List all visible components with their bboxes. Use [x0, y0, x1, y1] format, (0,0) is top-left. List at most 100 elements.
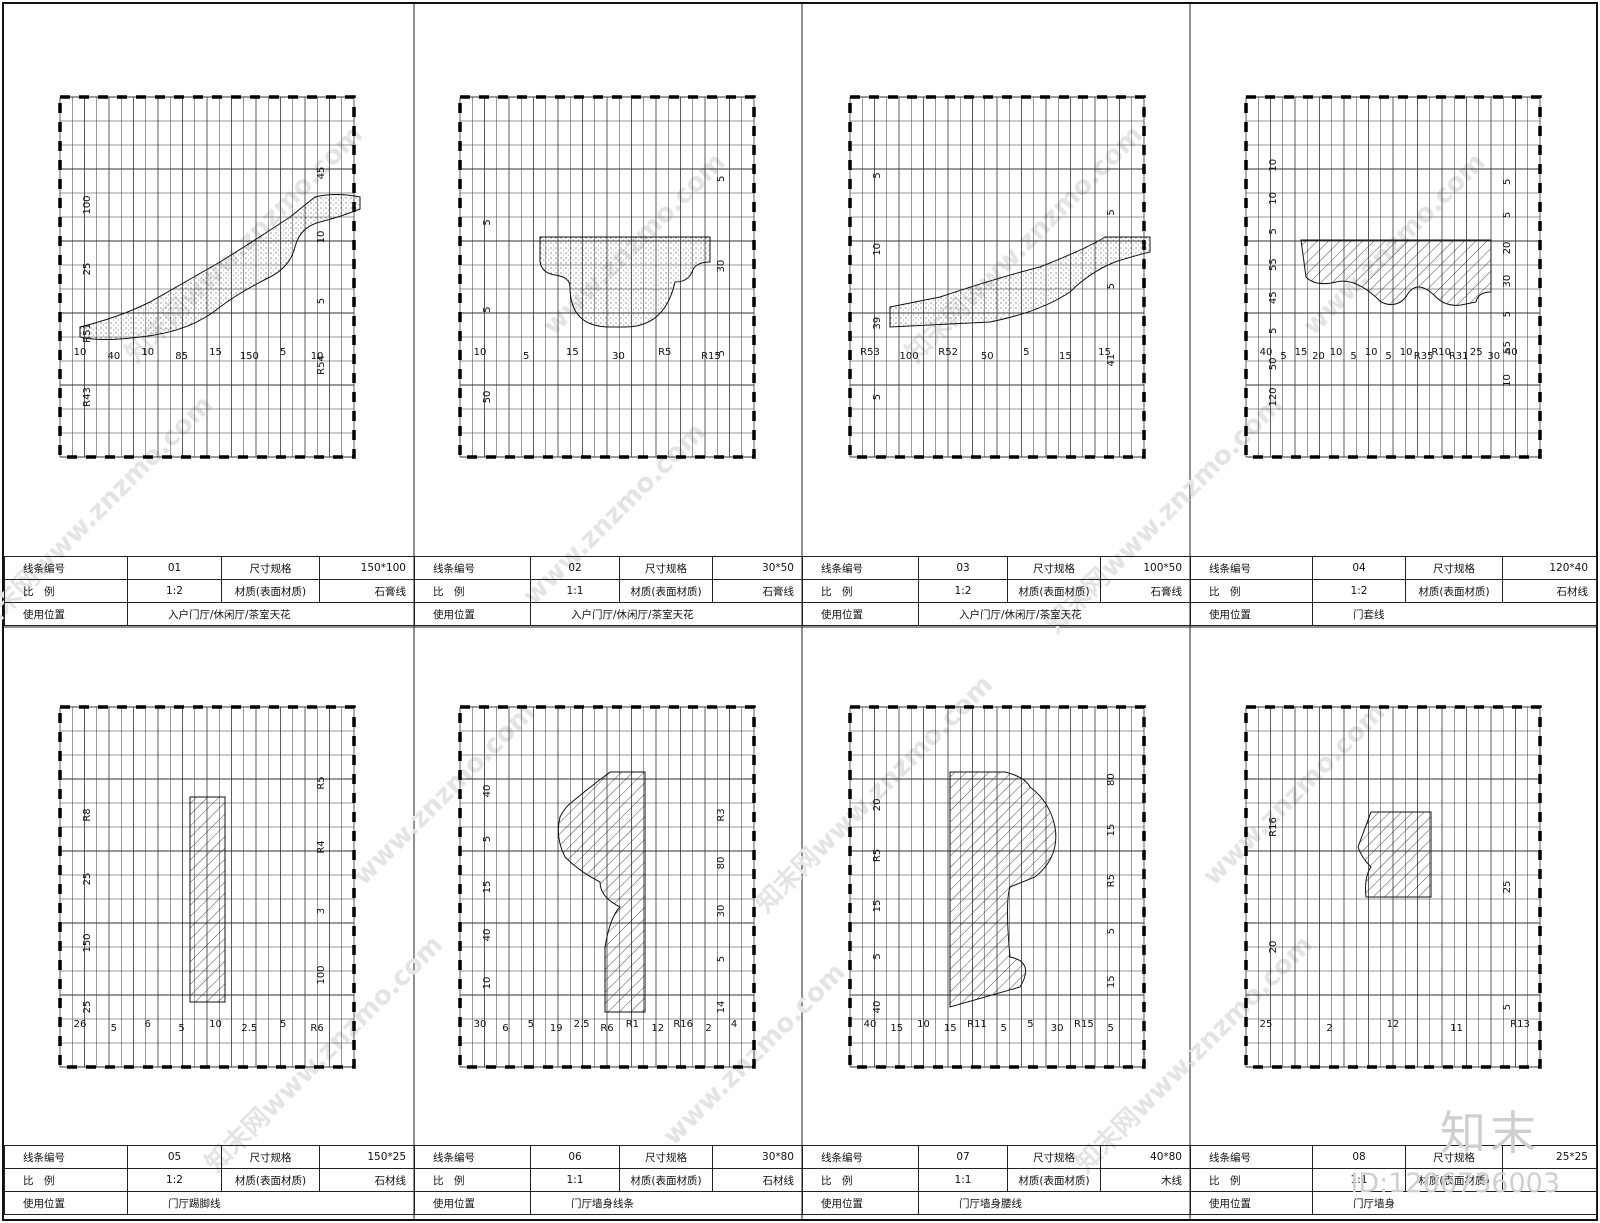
- dimension-label: 10: [1365, 347, 1378, 358]
- size-value: 120*40: [1502, 556, 1597, 580]
- dimension-label: 5: [528, 1019, 534, 1030]
- code-value: 06: [530, 1145, 620, 1169]
- grid-dashed-border: [58, 705, 356, 1069]
- dimension-label: 15: [1106, 824, 1117, 837]
- dimension-label: R31: [1449, 351, 1469, 362]
- size-label: 尺寸规格: [1405, 556, 1503, 580]
- dimension-label: 15: [890, 1023, 903, 1034]
- scale-value: 1:2: [127, 579, 222, 603]
- dimension-label: 30: [1051, 1023, 1064, 1034]
- code-label: 线条编号: [802, 1145, 919, 1169]
- dimension-label: 25: [82, 1001, 93, 1014]
- material-label: 材质(表面材质): [1007, 1168, 1101, 1192]
- dimension-label: 40: [1505, 347, 1518, 358]
- profile-shape: [949, 771, 1057, 1008]
- material-value: 石膏线: [1100, 579, 1191, 603]
- dimension-label: 15: [1106, 975, 1117, 988]
- code-value: 07: [918, 1145, 1008, 1169]
- profile-shape: [539, 236, 711, 328]
- dimension-label: 26: [74, 1019, 87, 1030]
- dimension-label: 80: [716, 857, 727, 870]
- dimension-label: 5: [1000, 1023, 1006, 1034]
- dimension-label: 5: [1106, 283, 1117, 289]
- profile-panel-06: 30 6 5 19 2.5 R6 R1 12 R16 2 4 40 R3 5 80 15 30 40 5 10 14 线条…: [414, 628, 803, 1219]
- dimension-label: 25: [1502, 881, 1513, 894]
- scale-value: 1:1: [530, 1168, 620, 1192]
- spec-table: 线条编号 04 尺寸规格 120*40 比 例 1:2 材质(表面材质) 石材线 使用位置 门套线: [1190, 556, 1597, 626]
- dimension-label: 40: [482, 929, 493, 942]
- scale-value: 1:2: [1312, 579, 1406, 603]
- dimension-label: 5: [1027, 1019, 1033, 1030]
- dimension-label: 20: [1268, 941, 1279, 954]
- dimension-label: R51: [82, 323, 93, 343]
- dimension-label: 40: [482, 785, 493, 798]
- grid-dashed-border: [848, 705, 1146, 1069]
- dimension-label: R5: [1106, 874, 1117, 887]
- dimension-label: 5: [1023, 347, 1029, 358]
- dimension-label: 25: [1470, 347, 1483, 358]
- dimension-label: R43: [82, 387, 93, 407]
- dimension-label: 5: [1268, 228, 1279, 234]
- size-value: 40*80: [1100, 1145, 1191, 1169]
- grid-dashed-border: [458, 95, 756, 459]
- spec-table: 线条编号 01 尺寸规格 150*100 比 例 1:2 材质(表面材质) 石膏线 使用位置 入户…: [4, 556, 415, 626]
- profile-grid: 40 15 10 15 R11 5 5 30 R15 5 80 20 15 R5 R5 15 5 5 15 40: [848, 705, 1146, 1069]
- grid-dashed-border: [848, 95, 1146, 459]
- dimension-label: R15: [1074, 1019, 1094, 1030]
- dimension-label: R15: [701, 351, 721, 362]
- scale-value: 1:1: [918, 1168, 1008, 1192]
- dimension-label: 10: [316, 231, 327, 244]
- profile-panel-01: 10 40 10 85 15 150 5 10 45 100 10 25 5 R51 R54 R43 线条编号 0…: [4, 4, 415, 626]
- dimension-label: 100: [900, 351, 919, 362]
- size-value: 150*100: [319, 556, 415, 580]
- profile-shape: [1300, 239, 1492, 306]
- scale-value: 1:1: [1312, 1168, 1406, 1192]
- dimension-label: 6: [502, 1023, 508, 1034]
- dimension-label: 10: [141, 347, 154, 358]
- dimension-label: 5: [716, 176, 727, 182]
- location-value: 入户门厅/休闲厅/茶室天花: [918, 602, 1191, 626]
- dimension-label: 10: [209, 1019, 222, 1030]
- scale-value: 1:1: [530, 579, 620, 603]
- dimension-label: 45: [316, 167, 327, 180]
- dimension-label: 10: [1268, 192, 1279, 205]
- code-value: 01: [127, 556, 222, 580]
- dimension-label: 5: [716, 956, 727, 962]
- dimension-label: R54: [316, 355, 327, 375]
- scale-label: 比 例: [802, 579, 919, 603]
- dimension-label: R6: [600, 1023, 613, 1034]
- dimension-label: 25: [82, 873, 93, 886]
- grid-dashed-border: [1244, 705, 1542, 1069]
- profile-grid: 25 2 12 11 R13 R16 25 20 5: [1244, 705, 1542, 1069]
- profile-panel-07: 40 15 10 15 R11 5 5 30 R15 5 80 20 15 R5 R5 15 5 5 15 40 线条编…: [802, 628, 1191, 1219]
- dimension-label: 10: [872, 243, 883, 256]
- code-label: 线条编号: [414, 556, 531, 580]
- dimension-label: 150: [82, 933, 93, 952]
- size-label: 尺寸规格: [221, 1145, 320, 1169]
- dimension-label: 2.5: [241, 1023, 257, 1034]
- dimension-label: 5: [178, 1023, 184, 1034]
- dimension-label: 11: [1450, 1023, 1463, 1034]
- dimension-label: 5: [1268, 328, 1279, 334]
- dimension-label: 20: [1502, 242, 1513, 255]
- size-label: 尺寸规格: [221, 556, 320, 580]
- dimension-label: 5: [1106, 209, 1117, 215]
- profile-panel-04: 40 5 15 20 10 5 10 5 10 R35 R10 R31 25 30 40 10 5 10 5 5 20 5…: [1190, 4, 1597, 626]
- material-value: 石材线: [319, 1168, 415, 1192]
- scale-label: 比 例: [414, 579, 531, 603]
- material-label: 材质(表面材质): [1007, 579, 1101, 603]
- dimension-label: 40: [107, 351, 120, 362]
- dimension-label: 40: [1260, 347, 1273, 358]
- dimension-label: 5: [280, 1019, 286, 1030]
- dimension-label: R4: [316, 840, 327, 853]
- dimension-label: 40: [872, 1001, 883, 1014]
- dimension-label: 5: [872, 953, 883, 959]
- dimension-label: 10: [1330, 347, 1343, 358]
- size-label: 尺寸规格: [619, 1145, 713, 1169]
- material-value: 石膏线: [712, 579, 803, 603]
- spec-table: 线条编号 08 尺寸规格 25*25 比 例 1:1 材质(表面材质) 使用位置 门厅墙身: [1190, 1145, 1597, 1215]
- profile-panel-05: 26 5 6 5 10 2.5 5 R6 R5 R8 R4 25 3 150 100 25 线条编号 05 尺寸规格…: [4, 628, 415, 1219]
- dimension-label: 41: [1106, 354, 1117, 367]
- dimension-label: 45: [1268, 291, 1279, 304]
